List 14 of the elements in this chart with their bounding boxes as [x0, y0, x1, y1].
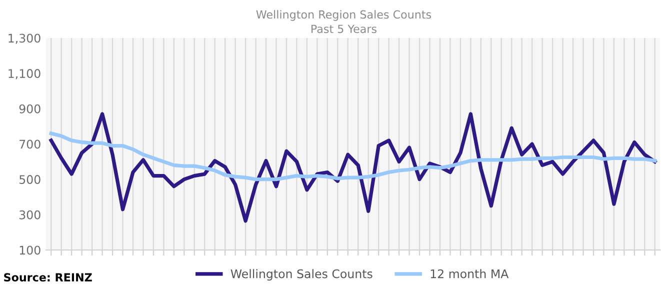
line-series	[49, 112, 657, 223]
y-tick-label: 1,300	[8, 34, 40, 44]
y-tick-label: 300	[20, 210, 40, 220]
y-tick-label: 900	[19, 104, 40, 114]
y-tick-label: 1,100	[8, 69, 40, 80]
line-series	[49, 132, 657, 182]
legend-label: 12 month MA	[430, 269, 509, 278]
legend-label: Wellington Sales Counts	[230, 269, 372, 281]
y-tick-label: 500	[20, 175, 40, 184]
y-tick-label: 700	[20, 140, 40, 149]
chart-subtitle: Past 5 Years	[312, 24, 376, 34]
source-note: Source: REINZ	[4, 273, 92, 282]
y-tick-label: 100	[20, 246, 40, 255]
chart-title: Wellington Region Sales Counts	[256, 10, 432, 21]
